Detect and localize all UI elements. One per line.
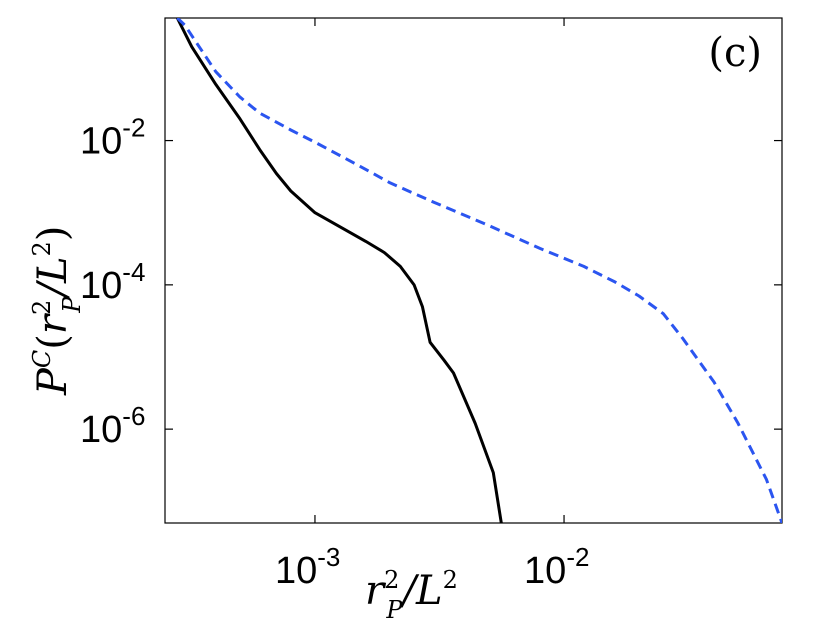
y-axis-label-tail: /L	[30, 256, 76, 300]
y-axis-label-base: r	[30, 312, 76, 334]
y-tick-label-base: 10	[80, 409, 122, 451]
y-axis-label-p: P	[30, 367, 76, 396]
y-tick-label-base: 10	[80, 265, 122, 307]
x-axis-label-sub: P	[385, 596, 403, 624]
x-axis-label: r2 P/L2	[365, 566, 458, 624]
x-tick-label-exponent: -2	[566, 542, 589, 572]
y-tick-label-exponent: -4	[122, 257, 145, 287]
y-tick-label-exponent: -6	[122, 401, 145, 431]
series-line-dashed	[176, 18, 782, 523]
y-axis-label-sup: 2	[28, 300, 56, 315]
y-tick-label: 10-4	[80, 257, 145, 307]
y-axis-label-p-sup: C	[28, 350, 56, 368]
y-axis-label-close: )	[30, 226, 76, 242]
series-layer	[175, 18, 782, 523]
x-tick-label-base: 10	[275, 550, 317, 592]
y-axis-label-sub: P	[58, 296, 86, 314]
y-axis-label-tail-sup: 2	[28, 241, 56, 256]
x-tick-label: 10-3	[275, 542, 340, 592]
x-axis-label-tail-sup: 2	[443, 566, 458, 594]
x-axis-label-sup: 2	[384, 566, 399, 594]
x-tick-label-exponent: -3	[317, 542, 340, 572]
x-tick-label-base: 10	[524, 550, 566, 592]
tick-labels: 10-3 10-210-210-410-6	[80, 113, 589, 592]
series-line-solid	[175, 18, 503, 523]
plot-frame	[164, 17, 783, 524]
y-tick-label-exponent: -2	[122, 113, 145, 143]
y-axis-label: PC(r2P/L2)	[28, 226, 86, 396]
x-axis-label-tail: /L	[399, 568, 443, 614]
x-axis-label-base: r	[365, 568, 387, 614]
axis-ticks	[165, 18, 782, 523]
y-tick-label: 10-6	[80, 401, 145, 451]
y-axis-label-open: (	[30, 334, 76, 350]
panel-annotation: (c)	[708, 30, 762, 76]
y-tick-label-base: 10	[80, 121, 122, 163]
y-tick-label: 10-2	[80, 113, 145, 163]
x-tick-label: 10-2	[524, 542, 589, 592]
